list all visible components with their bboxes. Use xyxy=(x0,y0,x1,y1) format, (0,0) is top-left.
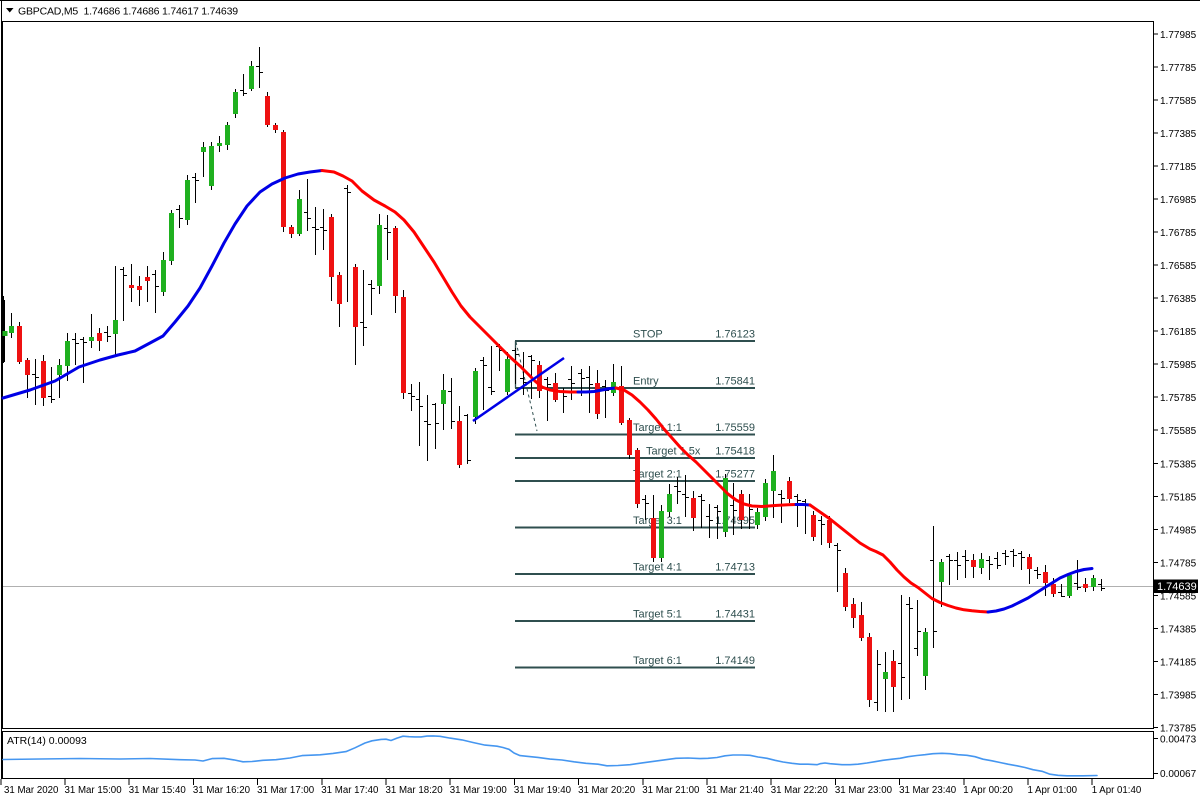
svg-text:1.77985: 1.77985 xyxy=(1160,30,1197,41)
svg-text:1 Apr 01:00: 1 Apr 01:00 xyxy=(1028,785,1078,796)
svg-text:Target 2:1: Target 2:1 xyxy=(633,469,682,481)
svg-text:1.74385: 1.74385 xyxy=(1160,624,1197,635)
svg-text:31 Mar 21:00: 31 Mar 21:00 xyxy=(642,785,700,796)
svg-text:Target 4:1: Target 4:1 xyxy=(633,562,682,574)
svg-text:1.77585: 1.77585 xyxy=(1160,96,1197,107)
svg-text:31 Mar 2020: 31 Mar 2020 xyxy=(4,785,59,796)
svg-text:1.76185: 1.76185 xyxy=(1160,327,1197,338)
svg-text:Target 6:1: Target 6:1 xyxy=(633,655,682,667)
svg-text:1.74985: 1.74985 xyxy=(1160,525,1197,536)
svg-text:1.76385: 1.76385 xyxy=(1160,294,1197,305)
svg-text:1.74185: 1.74185 xyxy=(1160,657,1197,668)
svg-text:31 Mar 19:40: 31 Mar 19:40 xyxy=(514,785,572,796)
svg-text:31 Mar 20:20: 31 Mar 20:20 xyxy=(578,785,636,796)
svg-text:1.74149: 1.74149 xyxy=(715,655,755,667)
svg-text:1.77185: 1.77185 xyxy=(1160,162,1197,173)
svg-text:31 Mar 23:40: 31 Mar 23:40 xyxy=(899,785,957,796)
svg-text:Target 3:1: Target 3:1 xyxy=(633,515,682,527)
svg-text:Target 5:1: Target 5:1 xyxy=(633,608,682,620)
svg-text:1.74639: 1.74639 xyxy=(1157,581,1197,593)
svg-text:31 Mar 19:00: 31 Mar 19:00 xyxy=(450,785,508,796)
svg-text:1.75585: 1.75585 xyxy=(1160,426,1197,437)
svg-text:31 Mar 18:20: 31 Mar 18:20 xyxy=(386,785,444,796)
svg-text:0.00067: 0.00067 xyxy=(1160,769,1197,780)
svg-text:1.76123: 1.76123 xyxy=(715,329,755,341)
svg-text:1.76585: 1.76585 xyxy=(1160,261,1197,272)
svg-text:1.74431: 1.74431 xyxy=(715,608,755,620)
svg-text:1.77785: 1.77785 xyxy=(1160,63,1197,74)
svg-text:31 Mar 22:20: 31 Mar 22:20 xyxy=(771,785,829,796)
svg-text:1.75785: 1.75785 xyxy=(1160,393,1197,404)
svg-text:GBPCAD,M5 1.74686 1.74686 1.7: GBPCAD,M5 1.74686 1.74686 1.74617 1.7463… xyxy=(18,6,238,18)
svg-text:31 Mar 23:00: 31 Mar 23:00 xyxy=(835,785,893,796)
svg-text:1.76785: 1.76785 xyxy=(1160,228,1197,239)
svg-text:Target 1:1: Target 1:1 xyxy=(633,422,682,434)
svg-text:1 Apr 01:40: 1 Apr 01:40 xyxy=(1092,785,1142,796)
svg-text:1.75185: 1.75185 xyxy=(1160,492,1197,503)
svg-text:1.75985: 1.75985 xyxy=(1160,360,1197,371)
svg-text:1.73785: 1.73785 xyxy=(1160,723,1197,734)
svg-text:1.75277: 1.75277 xyxy=(715,469,755,481)
svg-text:31 Mar 16:20: 31 Mar 16:20 xyxy=(193,785,251,796)
svg-text:ATR(14) 0.00093: ATR(14) 0.00093 xyxy=(7,735,87,747)
svg-text:1.75385: 1.75385 xyxy=(1160,459,1197,470)
svg-text:1.77385: 1.77385 xyxy=(1160,129,1197,140)
svg-text:1.74585: 1.74585 xyxy=(1160,591,1197,602)
svg-text:1.75841: 1.75841 xyxy=(715,376,755,388)
svg-text:31 Mar 17:00: 31 Mar 17:00 xyxy=(257,785,315,796)
svg-text:Target 1.5x: Target 1.5x xyxy=(646,445,701,457)
svg-text:STOP: STOP xyxy=(633,329,663,341)
svg-text:31 Mar 17:40: 31 Mar 17:40 xyxy=(321,785,379,796)
svg-text:1.75559: 1.75559 xyxy=(715,422,755,434)
svg-text:0.00473: 0.00473 xyxy=(1160,735,1197,746)
svg-text:31 Mar 15:40: 31 Mar 15:40 xyxy=(129,785,187,796)
svg-text:Entry: Entry xyxy=(633,376,659,388)
svg-text:31 Mar 21:40: 31 Mar 21:40 xyxy=(707,785,765,796)
svg-text:1.73985: 1.73985 xyxy=(1160,690,1197,701)
svg-text:1.74713: 1.74713 xyxy=(715,562,755,574)
svg-text:1.76985: 1.76985 xyxy=(1160,195,1197,206)
svg-text:1 Apr 00:20: 1 Apr 00:20 xyxy=(963,785,1013,796)
svg-text:1.75418: 1.75418 xyxy=(715,445,755,457)
svg-text:31 Mar 15:00: 31 Mar 15:00 xyxy=(65,785,123,796)
svg-text:1.74785: 1.74785 xyxy=(1160,558,1197,569)
